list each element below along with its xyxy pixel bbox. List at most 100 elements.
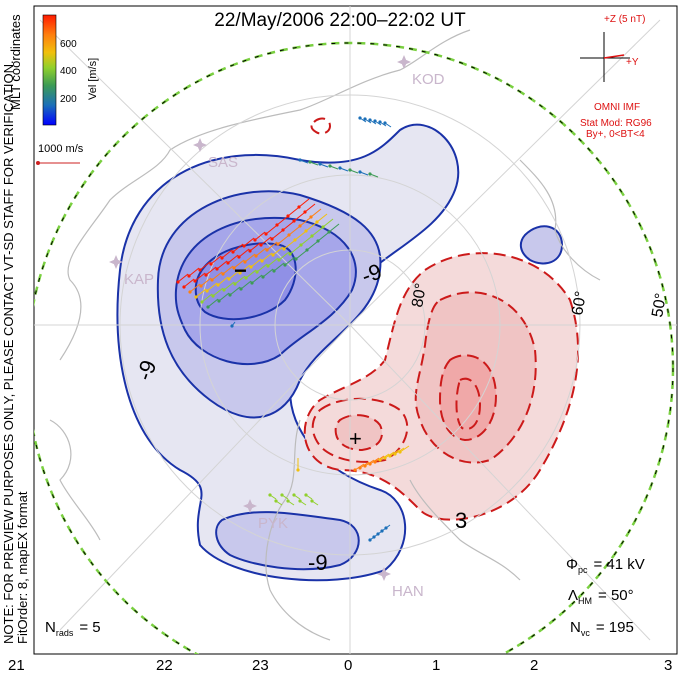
velocity-vector-origin [310, 234, 314, 238]
velocity-vector [287, 207, 299, 217]
velocity-vector-origin [292, 493, 296, 497]
velocity-vector [282, 221, 294, 231]
velocity-vector-origin [270, 237, 274, 241]
velocity-vector [240, 280, 252, 290]
velocity-vector-origin [292, 219, 296, 223]
velocity-vector-origin [316, 239, 320, 243]
lat-label-80: 80° [409, 282, 430, 309]
mlt-meridian-15 [39, 19, 351, 326]
nvc-subscript: vc [581, 628, 591, 638]
velocity-color-bar [42, 14, 57, 126]
mlt-coordinates-label: MLT coordinates [8, 14, 23, 110]
nvc-symbol: N [570, 619, 581, 636]
velocity-vector [183, 278, 195, 288]
velocity-vector-origin [348, 168, 352, 172]
velocity-vector-origin [237, 255, 241, 259]
velocity-vector [277, 235, 289, 245]
velocity-vector [265, 225, 277, 235]
station-label-han: HAN [392, 583, 424, 600]
velocity-vector-origin [221, 272, 225, 276]
velocity-vector [199, 261, 211, 271]
velocity-vector-origin [315, 220, 319, 224]
velocity-vector [244, 253, 256, 263]
velocity-vector-origin [277, 258, 281, 262]
mlt-tick-23: 23 [252, 657, 269, 674]
velocity-vector-origin [254, 254, 258, 258]
positive-contour-dawn-inner [334, 414, 383, 452]
velocity-vector [294, 231, 306, 241]
velocity-vector-origin [204, 273, 208, 277]
station-label-kap: KAP [124, 271, 154, 288]
imf-clock: +Z (5 nT) +Y OMNI IMF Stat Mod: RG96 By+… [580, 14, 652, 140]
velocity-vector-origin [198, 268, 202, 272]
velocity-vector [262, 268, 274, 278]
velocity-vector-origin [305, 248, 309, 252]
velocity-vector-origin [280, 493, 284, 497]
imf-scale-label: +Z (5 nT) [604, 14, 645, 25]
velocity-vector-origin [182, 285, 186, 289]
velocity-vector-origin [388, 454, 392, 458]
velocity-vector [272, 246, 284, 256]
velocity-vector [233, 259, 245, 269]
velocity-vector [295, 250, 307, 260]
station-marker-kap [109, 255, 123, 269]
velocity-vector [311, 227, 323, 237]
velocity-vector-origin [265, 248, 269, 252]
velocity-vector-origin [266, 264, 270, 268]
velocity-vector-origin [250, 281, 254, 285]
velocity-vector [188, 267, 200, 277]
velocity-vector-origin [318, 162, 322, 166]
velocity-vector-origin [176, 280, 180, 284]
fit-order-note: FitOrder: 8, mapEX format [15, 491, 30, 644]
velocity-vector [278, 251, 290, 261]
lambda-hm-stat: ΛHM = 50° [568, 587, 634, 606]
velocity-vector [283, 240, 295, 250]
velocity-vector [221, 249, 233, 259]
velocity-vector-origin [373, 119, 377, 123]
velocity-vector-origin [353, 468, 357, 472]
velocity-vector [210, 255, 222, 265]
coordinate-grid [34, 6, 677, 654]
velocity-vector-origin [242, 244, 246, 248]
velocity-vector-origin [210, 278, 214, 282]
phi-value: = 41 kV [593, 556, 644, 573]
velocity-vector-origin [286, 499, 290, 503]
velocity-vector-origin [199, 284, 203, 288]
velocity-vector [273, 262, 285, 272]
velocity-tick-600: 600 [60, 39, 77, 50]
nrads-subscript: rads [56, 628, 74, 638]
velocity-vector [298, 198, 310, 208]
velocity-vector-origin [384, 526, 388, 530]
phi-symbol: Φ [566, 556, 578, 573]
velocity-vector [304, 203, 316, 213]
velocity-vector-origin [264, 232, 268, 236]
positive-contour-4 [455, 377, 482, 430]
velocity-vector-origin [215, 267, 219, 271]
velocity-vector [328, 223, 340, 233]
velocity-vector-origin [363, 464, 367, 468]
velocity-vector [211, 271, 223, 281]
velocity-vector-origin [226, 261, 230, 265]
velocity-vector [227, 254, 239, 264]
imf-source-label: OMNI IMF [594, 102, 640, 113]
contour-label-plus3: 3 [455, 508, 467, 533]
velocity-vector [238, 248, 250, 258]
velocity-vector [316, 213, 328, 223]
station-marker-kod [397, 55, 411, 69]
velocity-vector-origin [287, 233, 291, 237]
velocity-vector-origin [328, 164, 332, 168]
velocity-vector-origin [259, 243, 263, 247]
velocity-vector-origin [271, 253, 275, 257]
velocity-vector-origin [376, 532, 380, 536]
station-label-sas: SAS [208, 154, 238, 171]
coastline-west [49, 419, 101, 541]
velocity-vector-origin [222, 288, 226, 292]
velocity-vector [239, 264, 251, 274]
velocity-vector-origin [304, 229, 308, 233]
velocity-vector-origin [363, 117, 367, 121]
velocity-vector [267, 257, 279, 267]
mlt-tick-2: 2 [530, 657, 538, 674]
velocity-vector-origin [358, 170, 362, 174]
velocity-vector-origin [378, 458, 382, 462]
